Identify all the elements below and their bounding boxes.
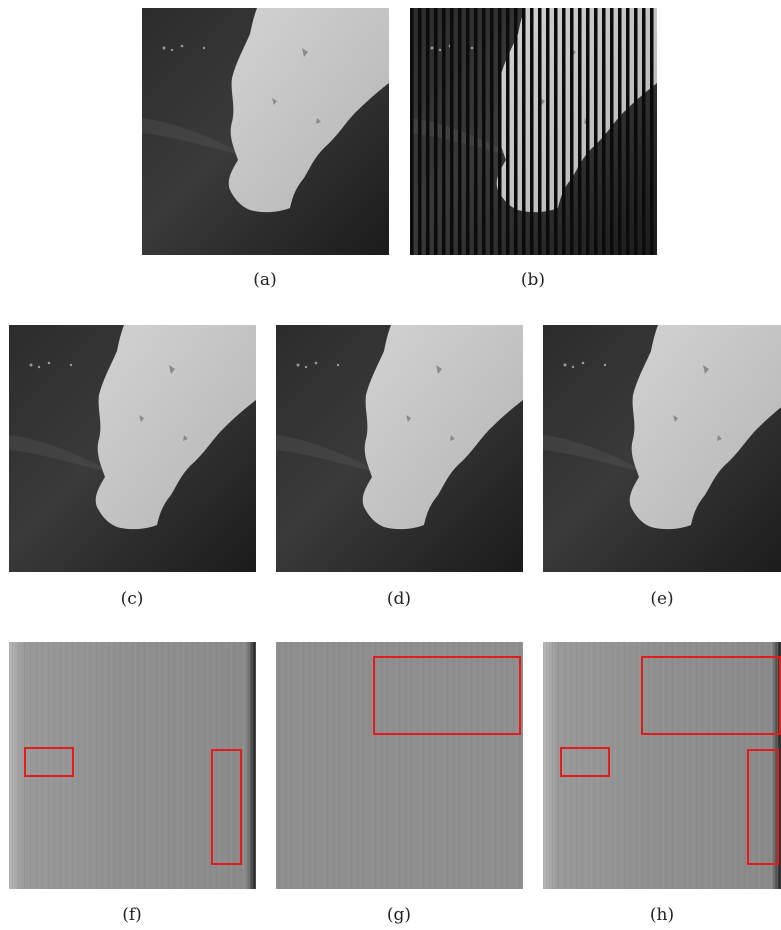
caption-g: (g): [386, 905, 412, 925]
caption-h: (h): [649, 905, 675, 925]
caption-a: (a): [253, 270, 277, 290]
image-f-residual: [9, 642, 256, 889]
image-d-result: [276, 325, 523, 572]
image-c-result: [9, 325, 256, 572]
caption-f: (f): [122, 905, 142, 925]
caption-e: (e): [650, 589, 674, 609]
image-a-original: [142, 8, 389, 255]
highlight-box: [747, 749, 779, 865]
image-g-residual: [276, 642, 523, 889]
highlight-box: [373, 656, 521, 735]
caption-d: (d): [386, 589, 412, 609]
caption-b: (b): [520, 270, 546, 290]
image-h-residual: [543, 642, 781, 889]
highlight-box: [211, 749, 242, 865]
caption-c: (c): [120, 589, 144, 609]
highlight-box: [24, 747, 74, 777]
image-b-striped: [410, 8, 657, 255]
image-e-result: [543, 325, 781, 572]
highlight-box: [560, 747, 610, 777]
highlight-box: [641, 656, 781, 735]
